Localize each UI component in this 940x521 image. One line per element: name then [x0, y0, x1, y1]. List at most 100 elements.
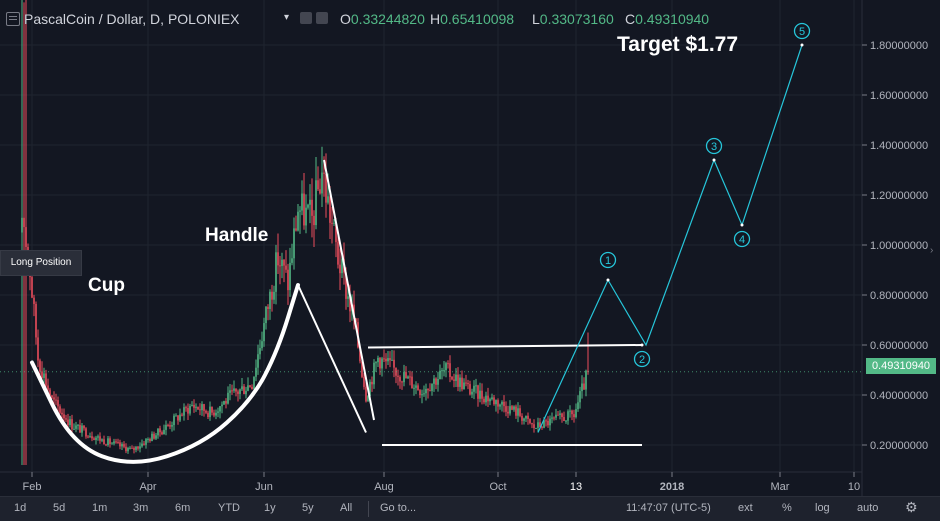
candle-body: [69, 419, 71, 425]
candle-body: [515, 406, 517, 416]
candle-body: [183, 407, 185, 416]
compare-icon[interactable]: [316, 12, 328, 24]
candle-body: [161, 432, 163, 435]
candle-body: [49, 389, 51, 396]
candle-body: [147, 438, 149, 440]
candle-body: [213, 412, 215, 416]
candle-body: [179, 414, 181, 421]
menu-icon[interactable]: [6, 12, 20, 26]
candle-body: [101, 439, 103, 441]
timeframe-5d[interactable]: 5d: [53, 502, 66, 514]
candle-body: [415, 385, 417, 388]
candle-body: [403, 372, 405, 383]
candle-body: [89, 436, 91, 438]
chevron-down-icon[interactable]: ▾: [284, 12, 290, 23]
timeframe-5y[interactable]: 5y: [302, 502, 314, 514]
candle-body: [21, 217, 23, 233]
candle-body: [547, 420, 549, 426]
candle-body: [455, 374, 457, 381]
candle-body: [563, 417, 565, 422]
candle-body: [157, 428, 159, 436]
auto-button[interactable]: auto: [857, 502, 879, 514]
scroll-right-icon[interactable]: ›: [930, 245, 934, 256]
wave-label-3: 3: [711, 141, 717, 153]
candle-body: [545, 420, 547, 422]
timeframe-1y[interactable]: 1y: [264, 502, 276, 514]
candle-body: [473, 385, 475, 392]
candle-body: [433, 378, 435, 384]
candle-body: [465, 382, 467, 384]
price-axis-bg: [862, 0, 940, 496]
timeframe-1d[interactable]: 1d: [14, 502, 27, 514]
candle-body: [135, 446, 137, 450]
candle-body: [215, 412, 217, 416]
candle-body: [453, 379, 455, 381]
candle-body: [253, 376, 255, 390]
candle-body: [495, 400, 497, 405]
candle-body: [155, 435, 157, 439]
candle-body: [381, 358, 383, 369]
percent-button[interactable]: %: [782, 502, 792, 514]
candle-body: [483, 398, 485, 403]
settings-icon[interactable]: [300, 12, 312, 24]
timeframe-all[interactable]: All: [340, 502, 353, 514]
candle-body: [227, 392, 229, 404]
time-axis: Feb Apr Jun Aug Oct 13 2018 Mar 10: [0, 471, 862, 493]
candle-body: [77, 424, 79, 426]
candle-body: [67, 419, 69, 425]
symbol-label[interactable]: PascalCoin / Dollar, D, POLONIEX: [24, 11, 240, 27]
candle-body: [51, 395, 53, 398]
candle-body: [107, 438, 109, 446]
candle-body: [295, 228, 297, 231]
log-button[interactable]: log: [815, 502, 830, 514]
price-tick-label: 0.20000000: [870, 440, 928, 452]
candle-body: [53, 397, 55, 400]
wave-label-circle: [705, 137, 723, 155]
candle-body: [235, 388, 237, 392]
candle-body: [57, 400, 59, 407]
candle-body: [121, 444, 123, 447]
wave-label-circle: [733, 230, 751, 248]
candle-body: [25, 227, 27, 247]
wave-label-circle: [633, 350, 651, 368]
candle-body: [519, 408, 521, 416]
candle-body: [237, 391, 239, 394]
price-tick-label: 0.60000000: [870, 340, 928, 352]
candle-body: [565, 420, 567, 422]
candle-body: [315, 180, 317, 226]
candle-body: [345, 272, 347, 299]
candle-body: [231, 390, 233, 392]
candle-body: [339, 264, 341, 274]
candle-body: [481, 390, 483, 399]
ohlc-close: C0.49310940: [625, 11, 710, 27]
candle-body: [167, 424, 169, 426]
candle-body: [437, 378, 439, 385]
candle-body: [73, 428, 75, 430]
candle-body: [185, 407, 187, 409]
gear-icon[interactable]: ⚙: [905, 499, 918, 515]
long-position-label[interactable]: Long Position: [0, 250, 82, 276]
candle-body: [133, 447, 135, 450]
goto-button[interactable]: Go to...: [380, 502, 417, 514]
candle-body: [549, 418, 551, 426]
candle-body: [487, 395, 489, 402]
timeframe-ytd[interactable]: YTD: [218, 502, 240, 514]
timeframe-6m[interactable]: 6m: [175, 502, 191, 514]
candle-body: [535, 427, 537, 429]
candle-body: [207, 412, 209, 418]
time-tick-label: Feb: [23, 481, 42, 493]
timeframe-1m[interactable]: 1m: [92, 502, 108, 514]
price-chart[interactable]: 1 2 3 4 5 0.20000000 0.40000000 0.60000000 0.80…: [0, 0, 940, 496]
cup-curve: [30, 283, 300, 464]
wave-point: [740, 223, 744, 227]
candle-body: [417, 385, 419, 391]
timeframe-3m[interactable]: 3m: [133, 502, 149, 514]
candle-body: [427, 388, 429, 391]
candle-body: [409, 376, 411, 378]
candle-body: [39, 360, 41, 372]
ext-button[interactable]: ext: [738, 502, 753, 514]
candle-body: [471, 391, 473, 395]
candle-body: [377, 357, 379, 363]
candle-body: [45, 373, 47, 386]
candle-body: [197, 406, 199, 410]
